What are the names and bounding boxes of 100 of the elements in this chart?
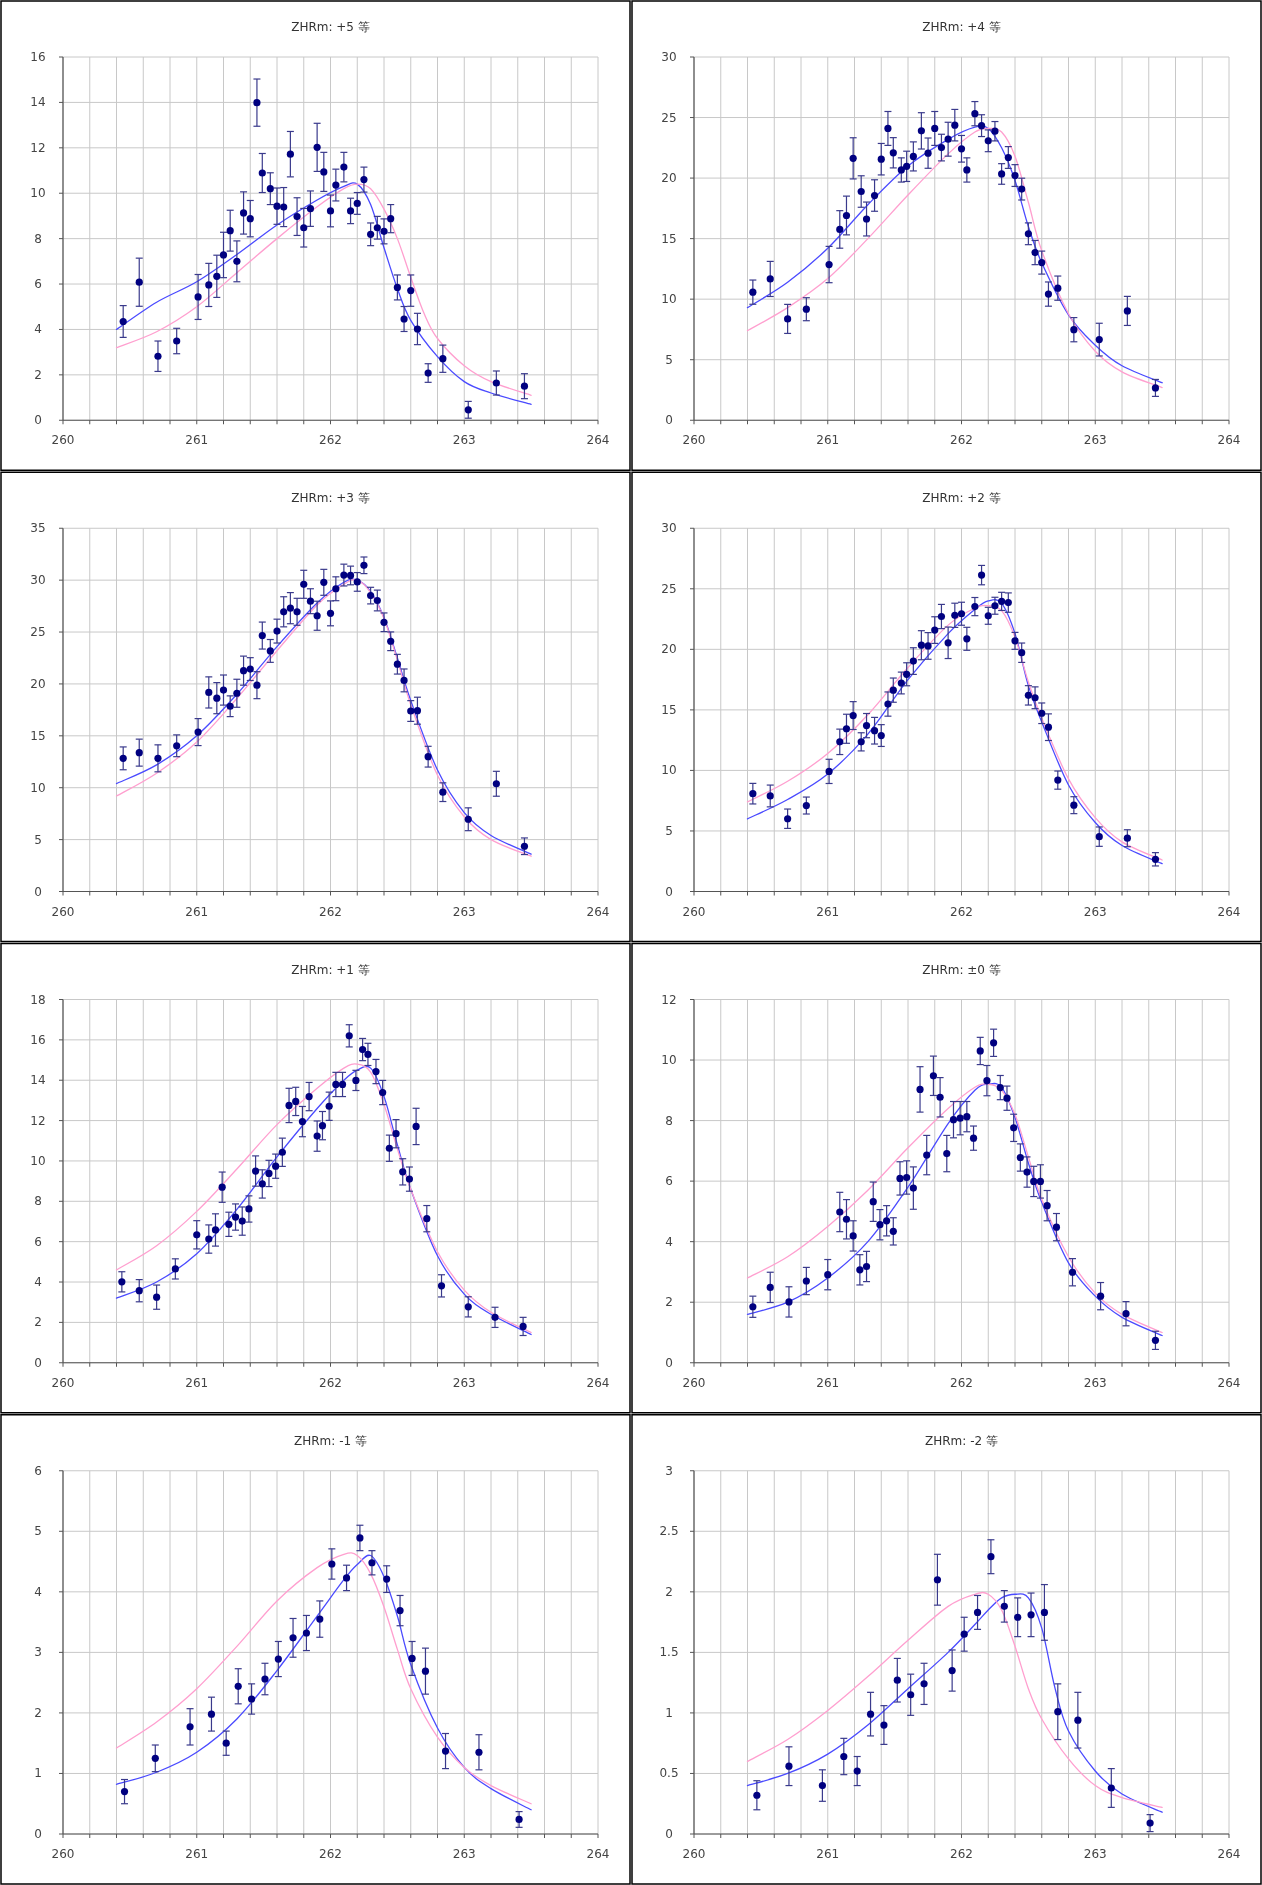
y-tick-label: 20 [661, 642, 677, 657]
point [1107, 1784, 1115, 1792]
point [400, 315, 408, 323]
point [205, 1235, 213, 1243]
point [213, 272, 221, 280]
point [278, 1148, 286, 1156]
point [766, 275, 774, 283]
point [880, 1721, 888, 1729]
point [293, 213, 301, 221]
point [219, 251, 228, 259]
point [1036, 1177, 1045, 1186]
y-tick-label: 30 [661, 521, 677, 536]
point [218, 1183, 226, 1191]
point [984, 612, 992, 620]
y-tick-label: 2 [34, 1705, 42, 1720]
point [154, 754, 162, 762]
y-tick-label: 0 [665, 1355, 673, 1370]
point [266, 647, 274, 655]
point [903, 1173, 911, 1182]
point [515, 1815, 523, 1824]
point [917, 641, 925, 649]
point [300, 224, 308, 232]
point [862, 722, 871, 730]
point [903, 670, 911, 678]
point [306, 205, 315, 213]
point [1040, 1608, 1049, 1617]
point [222, 1739, 230, 1747]
point [876, 1221, 884, 1229]
chart-title: ZHRm: +4 等 [922, 20, 1001, 34]
point [943, 1149, 951, 1158]
x-tick-label: 264 [586, 1375, 610, 1390]
y-tick-label: 0 [665, 884, 673, 899]
point [475, 1748, 483, 1756]
chart-title: ZHRm: +3 等 [291, 491, 370, 506]
point [135, 1287, 143, 1295]
x-tick-label: 264 [1217, 1375, 1241, 1390]
point [360, 561, 368, 569]
point [785, 1298, 793, 1306]
point [825, 260, 833, 269]
point [1014, 1613, 1022, 1621]
x-tick-label: 261 [816, 904, 840, 919]
point [520, 382, 529, 390]
point [373, 224, 381, 232]
point [1097, 1292, 1105, 1300]
x-tick-label: 261 [185, 1847, 209, 1861]
y-tick-label: 8 [665, 1113, 673, 1128]
point [400, 676, 408, 684]
point [1095, 336, 1103, 344]
point [1038, 709, 1046, 717]
y-tick-label: 0 [34, 413, 42, 428]
point [1070, 326, 1078, 334]
point [387, 215, 395, 223]
y-tick-label: 6 [34, 1234, 42, 1249]
x-tick-label: 261 [185, 433, 209, 448]
point [825, 767, 833, 775]
point [785, 1762, 793, 1770]
point [1038, 259, 1046, 267]
x-tick-label: 262 [950, 1375, 973, 1390]
point [849, 1232, 857, 1240]
point [944, 135, 952, 143]
point [836, 1208, 844, 1216]
point [857, 738, 865, 746]
point [889, 686, 897, 694]
x-tick-label: 261 [185, 904, 209, 919]
point [883, 1217, 891, 1225]
point [367, 592, 375, 600]
point [205, 281, 213, 289]
point [292, 1097, 300, 1106]
y-tick-label: 1 [34, 1766, 42, 1781]
point [948, 1666, 956, 1675]
point [1010, 1124, 1018, 1132]
point [332, 585, 340, 593]
point [239, 667, 248, 675]
point [120, 1788, 129, 1796]
x-tick-label: 260 [51, 1847, 75, 1861]
point [1146, 1819, 1154, 1827]
point [274, 1655, 282, 1663]
point [383, 1575, 391, 1583]
x-tick-label: 260 [682, 904, 706, 919]
point [1054, 284, 1062, 292]
x-tick-label: 263 [1083, 1847, 1107, 1861]
point [226, 227, 234, 235]
point [949, 1116, 958, 1124]
y-tick-label: 3 [34, 1645, 42, 1660]
point [286, 150, 294, 158]
point [1043, 1202, 1051, 1210]
point [359, 1045, 367, 1054]
y-tick-label: 30 [661, 50, 677, 64]
point [1024, 230, 1032, 238]
y-tick-label: 12 [30, 1113, 46, 1128]
point [252, 1167, 260, 1175]
point [407, 707, 415, 715]
point [916, 1085, 924, 1093]
y-tick-label: 6 [34, 1463, 42, 1478]
point [929, 1072, 938, 1080]
point [963, 1113, 971, 1121]
point [869, 1198, 877, 1206]
y-tick-label: 6 [34, 277, 42, 292]
x-tick-label: 262 [950, 904, 973, 919]
point [1054, 1708, 1062, 1716]
